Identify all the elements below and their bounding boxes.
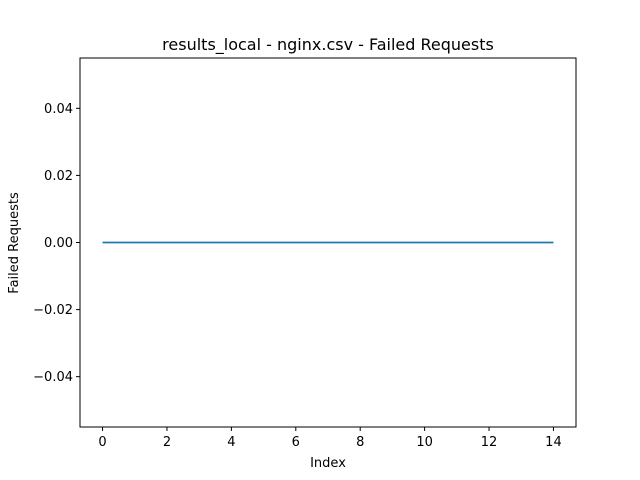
y-tick-label: 0.00 bbox=[44, 236, 73, 251]
y-axis-label: Failed Requests bbox=[7, 192, 22, 294]
y-axis-ticks: −0.04 −0.02 0.00 0.02 0.04 bbox=[33, 102, 80, 385]
y-tick-label: −0.02 bbox=[33, 303, 73, 318]
x-tick-label: 2 bbox=[163, 435, 171, 450]
x-tick-label: 10 bbox=[416, 435, 433, 450]
x-tick-label: 4 bbox=[227, 435, 235, 450]
x-tick-label: 14 bbox=[545, 435, 562, 450]
chart-title: results_local - nginx.csv - Failed Reque… bbox=[162, 35, 494, 55]
y-tick-label: 0.04 bbox=[44, 102, 73, 117]
x-axis-label: Index bbox=[310, 456, 346, 471]
y-tick-label: −0.04 bbox=[33, 370, 73, 385]
x-tick-label: 0 bbox=[98, 435, 106, 450]
x-axis-ticks: 0 2 4 6 8 10 12 14 bbox=[98, 427, 562, 450]
x-tick-label: 6 bbox=[292, 435, 300, 450]
x-tick-label: 8 bbox=[356, 435, 364, 450]
y-tick-label: 0.02 bbox=[44, 169, 73, 184]
x-tick-label: 12 bbox=[481, 435, 498, 450]
